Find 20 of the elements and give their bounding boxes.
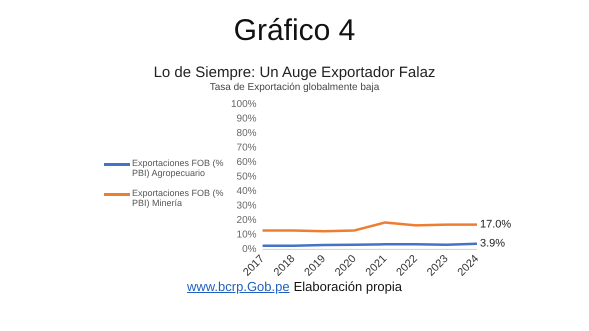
text: Elaboración propia bbox=[294, 279, 402, 294]
chart-title: Lo de Siempre: Un Auge Exportador Falaz bbox=[152, 64, 436, 81]
y-tick-label: 70% bbox=[236, 142, 257, 154]
y-tick-label: 100% bbox=[231, 98, 257, 110]
text: Gráfico 4 bbox=[232, 14, 356, 48]
text: www.bcrp.Gob.pe bbox=[186, 279, 290, 294]
y-tick-label: 60% bbox=[236, 156, 257, 168]
y-tick-label: 80% bbox=[236, 128, 257, 139]
y-tick-label: 50% bbox=[236, 171, 257, 182]
legend-label: Exportaciones FOB (% PBI) Agropecuario bbox=[132, 158, 225, 178]
data-label: 3.9% bbox=[480, 238, 506, 250]
y-tick-label: 10% bbox=[236, 230, 257, 241]
y-tick-label: 30% bbox=[236, 200, 257, 212]
data-label: 17.0% bbox=[480, 218, 512, 231]
y-tick-label: 0% bbox=[242, 244, 257, 256]
y-tick-label: 40% bbox=[236, 186, 257, 197]
legend-label: Exportaciones FOB (% PBI) Minería bbox=[132, 188, 225, 208]
y-tick-label: 90% bbox=[236, 113, 257, 124]
y-tick-label: 20% bbox=[236, 215, 257, 226]
chart-subtitle: Tasa de Exportación globalmente baja bbox=[208, 82, 380, 93]
